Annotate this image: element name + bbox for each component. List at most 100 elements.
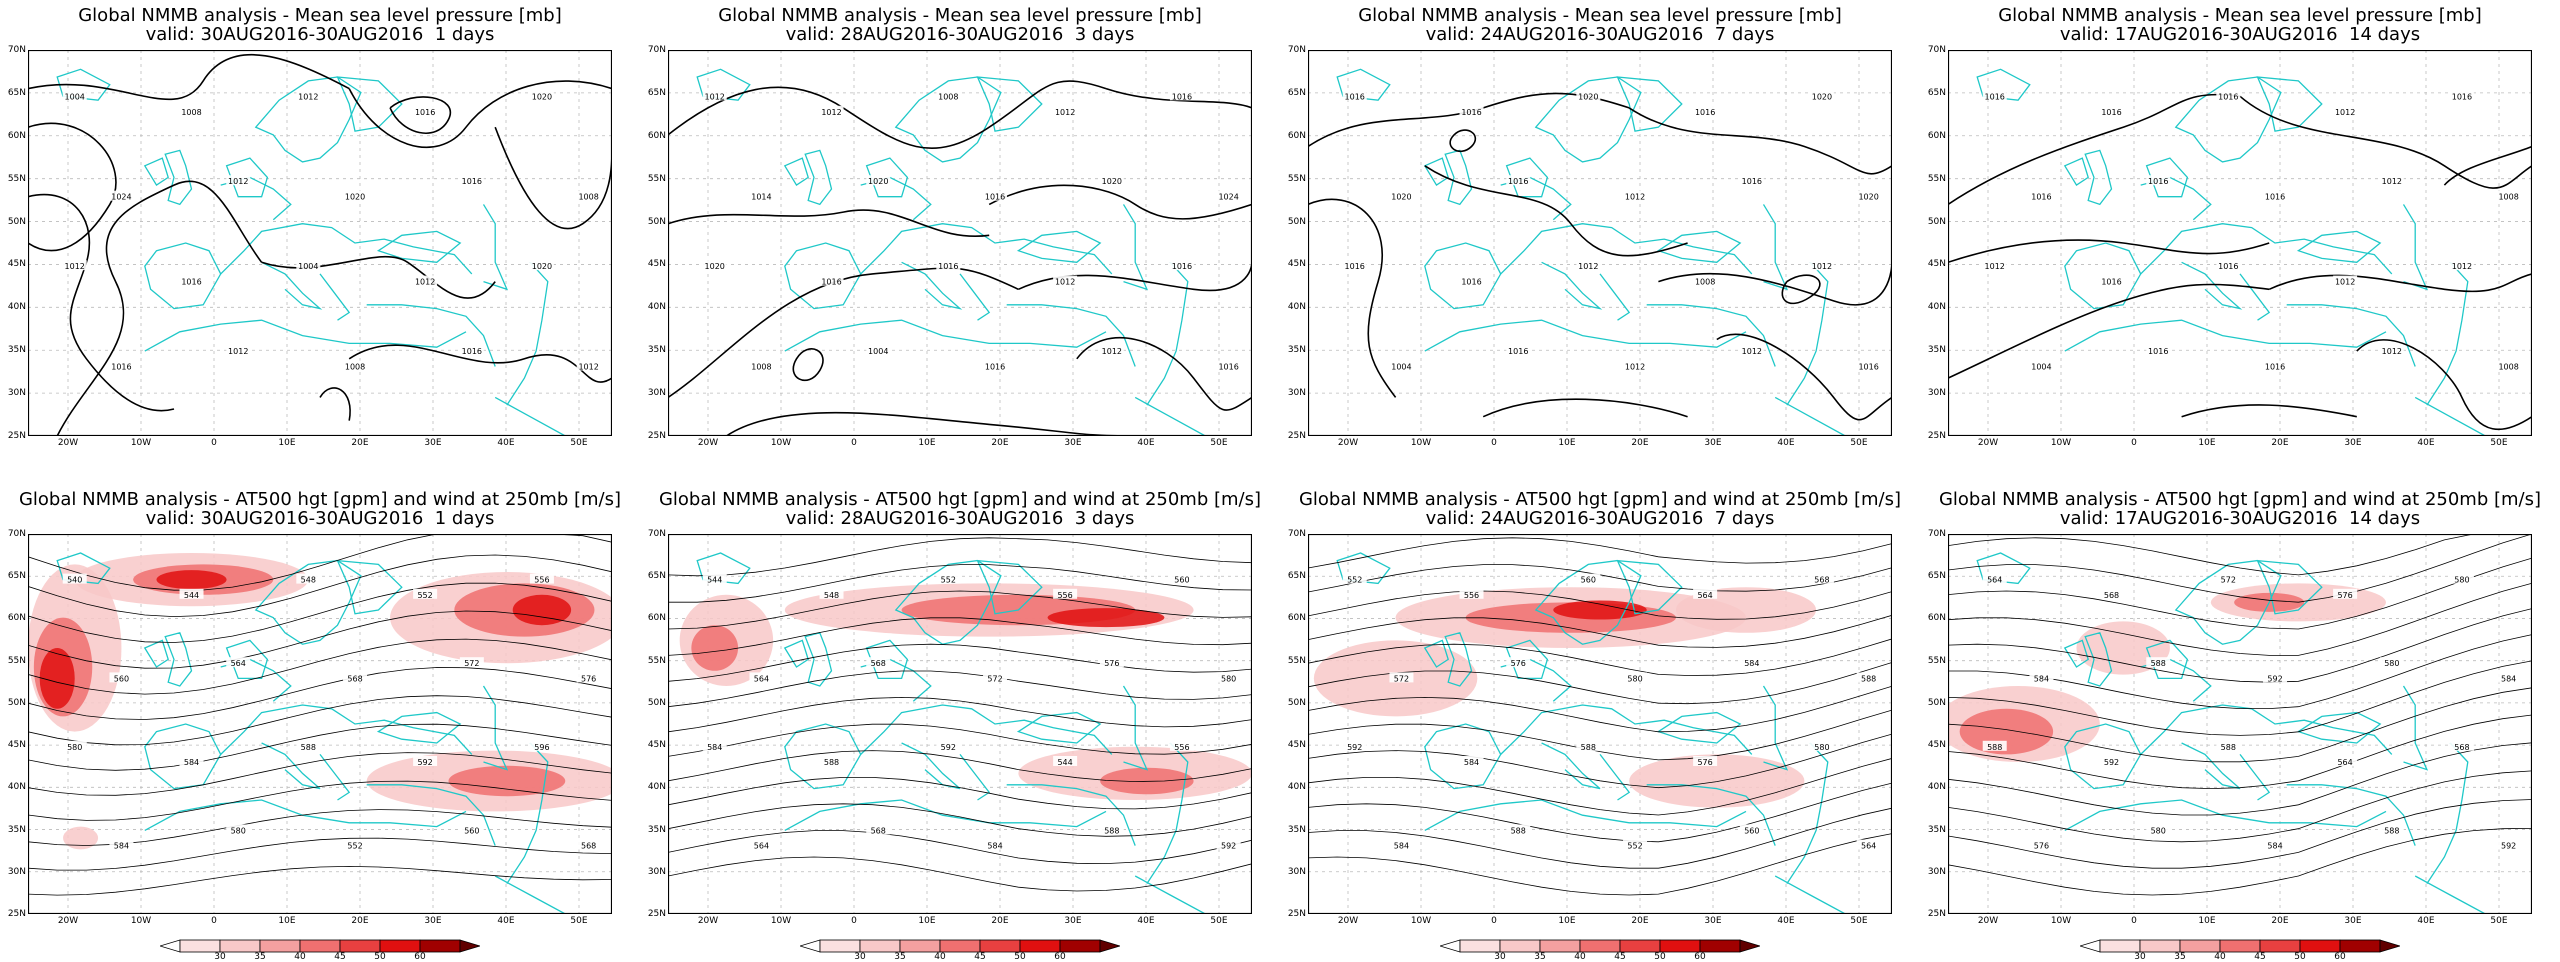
contour-label: 1016 bbox=[1218, 363, 1238, 372]
contour-label-bg bbox=[2496, 360, 2521, 371]
colorbar-segment bbox=[2099, 939, 2141, 953]
contour-label-bg bbox=[1389, 190, 1414, 201]
contour-label-bg bbox=[2216, 573, 2241, 584]
colorbar-segment bbox=[2339, 939, 2381, 953]
contour-label: 568 bbox=[871, 659, 886, 668]
colorbar-segment bbox=[1019, 939, 1061, 953]
contour-label-bg bbox=[1216, 839, 1241, 850]
coastline bbox=[494, 875, 566, 914]
latitude-label: 55N bbox=[1927, 655, 1946, 666]
latitude-label: 65N bbox=[647, 87, 666, 98]
isobar-line bbox=[1105, 87, 1252, 109]
map-area: 1012 1012 1008 1012 1016 1014 1020 1016 1020 1024… bbox=[668, 50, 1252, 436]
wind-colorbar: 30 35 40 45 50 60 bbox=[1438, 938, 1762, 962]
latitude-label: 30N bbox=[1927, 388, 1946, 399]
longitude-label: 30E bbox=[424, 916, 442, 926]
isobar-line bbox=[28, 53, 350, 101]
height-contour-line bbox=[1308, 709, 1892, 761]
contour-label: 580 bbox=[2151, 826, 2166, 835]
contour-label: 1016 bbox=[1172, 262, 1192, 271]
coastline bbox=[1423, 157, 1449, 187]
latitude-label: 50N bbox=[7, 697, 26, 708]
longitude-label: 10E bbox=[278, 916, 296, 926]
contour-label: 1020 bbox=[1391, 193, 1411, 202]
contour-label-bg bbox=[1623, 360, 1648, 371]
contour-label-bg bbox=[2146, 657, 2171, 668]
height-contour-line bbox=[1308, 537, 1892, 569]
contour-label: 584 bbox=[2034, 674, 2049, 683]
longitude-label: 30E bbox=[2344, 438, 2362, 448]
contour-label: 1016 bbox=[1985, 92, 2005, 101]
contour-label-bg bbox=[749, 839, 774, 850]
isobar-line bbox=[668, 209, 990, 238]
contour-label-bg bbox=[109, 190, 134, 201]
map-area: 552 556 560 564 568 572 576 580 584 588 592 584 588 5… bbox=[1308, 534, 1892, 914]
contour-label: 592 bbox=[2501, 842, 2516, 851]
contour-label: 1020 bbox=[532, 92, 552, 101]
latitude-label: 60N bbox=[7, 130, 26, 141]
contour-label: 552 bbox=[1627, 842, 1642, 851]
colorbar-segment bbox=[1438, 939, 1461, 953]
latitude-label: 45N bbox=[7, 740, 26, 751]
map-area: 544 548 552 556 560 564 568 572 576 580 584 588 592 5… bbox=[668, 534, 1252, 914]
coastline bbox=[1336, 552, 1391, 585]
panel-valid-period: valid: 17AUG2016-30AUG2016 14 days bbox=[2059, 508, 2421, 529]
contour-label: 588 bbox=[2151, 659, 2166, 668]
contour-label: 568 bbox=[347, 674, 362, 683]
isobar-line bbox=[28, 194, 175, 412]
contour-label: 588 bbox=[1511, 826, 1526, 835]
colorbar-segment bbox=[798, 939, 821, 953]
contour-label-bg bbox=[702, 260, 727, 271]
contour-label-bg bbox=[1809, 740, 1834, 751]
height-contour-line bbox=[1308, 590, 1892, 620]
coastline bbox=[1006, 304, 1136, 367]
latitude-label: 35N bbox=[7, 345, 26, 356]
colorbar-segment bbox=[158, 939, 181, 953]
wind-speed-shading bbox=[512, 594, 572, 626]
height-contour-line bbox=[1308, 733, 1892, 789]
colorbar-tick-label: 60 bbox=[2334, 952, 2346, 962]
height-contour-line bbox=[668, 537, 1252, 577]
contour-label: 564 bbox=[1861, 842, 1876, 851]
map-frame bbox=[1948, 534, 2532, 914]
contour-label-bg bbox=[1982, 260, 2007, 271]
latitude-label: 70N bbox=[647, 529, 666, 539]
coastline bbox=[2140, 704, 2393, 755]
latitude-label: 25N bbox=[647, 909, 666, 919]
contour-label-bg bbox=[62, 573, 87, 584]
contour-label: 1012 bbox=[1625, 363, 1645, 372]
contour-label: 580 bbox=[2384, 659, 2399, 668]
wind-speed-shading bbox=[448, 765, 566, 797]
coastline bbox=[225, 157, 269, 198]
coastline bbox=[1656, 711, 1742, 744]
isobar-line bbox=[1449, 129, 1477, 153]
longitude-label: 30E bbox=[1064, 438, 1082, 448]
latitude-label: 70N bbox=[1927, 529, 1946, 539]
height-contour-line bbox=[28, 638, 612, 695]
latitude-label: 70N bbox=[1927, 45, 1946, 55]
colorbar-tick-label: 35 bbox=[1534, 952, 1546, 962]
coastline bbox=[2296, 711, 2382, 744]
contour-label-bg bbox=[1169, 573, 1194, 584]
contour-label: 1016 bbox=[1508, 347, 1528, 356]
longitude-label: 10W bbox=[1410, 438, 1432, 448]
height-contour-line bbox=[28, 837, 612, 871]
longitude-label: 50E bbox=[1210, 916, 1228, 926]
latitude-label: 40N bbox=[1287, 782, 1306, 793]
contour-label: 588 bbox=[1581, 743, 1596, 752]
contour-label-bg bbox=[749, 360, 774, 371]
latitude-label: 45N bbox=[1927, 259, 1946, 270]
contour-label: 592 bbox=[1221, 842, 1236, 851]
latitude-label: 60N bbox=[1287, 130, 1306, 141]
coastline bbox=[1336, 68, 1391, 101]
coastline-map: 564 568 572 576 580 584 588 592 580 584 588 592 588 5… bbox=[1948, 534, 2532, 914]
height-contour-line bbox=[28, 610, 612, 669]
coastline bbox=[2414, 875, 2486, 914]
coastline bbox=[1424, 723, 1502, 790]
contour-label: 1012 bbox=[298, 92, 318, 101]
colorbar-segment bbox=[339, 939, 381, 953]
contour-label: 1012 bbox=[1812, 262, 1832, 271]
contour-label-bg bbox=[2216, 90, 2241, 101]
contour-label-bg bbox=[1809, 90, 1834, 101]
contour-label: 564 bbox=[1987, 576, 2002, 585]
